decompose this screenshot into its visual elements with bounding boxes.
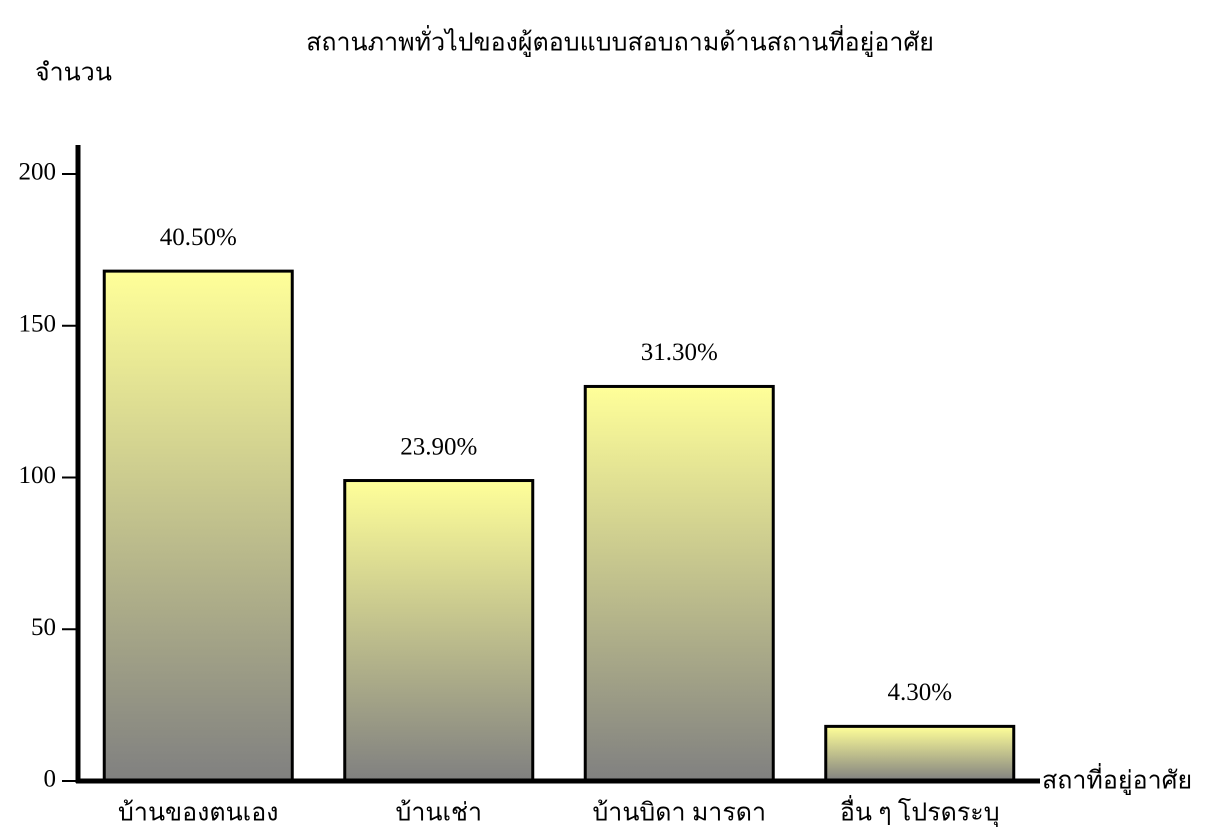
x-tick-label: อื่น ๆ โปรดระบุ: [840, 795, 1000, 828]
x-tick-label: บ้านบิดา มารดา: [592, 800, 766, 827]
y-tick-label: 200: [19, 159, 57, 186]
data-label: 4.30%: [887, 679, 952, 706]
bar: [102, 269, 294, 783]
bar: [583, 384, 775, 783]
y-tick-label: 50: [31, 614, 56, 641]
y-tick-label: 0: [44, 766, 57, 793]
y-axis-label: จำนวน: [35, 60, 112, 87]
bar: [824, 724, 1016, 783]
x-axis-label: สถาที่อยู่อาศัย: [1042, 763, 1192, 796]
y-tick-label: 100: [19, 462, 57, 489]
x-tick-label: บ้านเช่า: [395, 800, 482, 827]
bar: [343, 479, 535, 783]
chart-title: สถานภาพทั่วไปของผู้ตอบแบบสอบถามด้านสถานท…: [306, 25, 934, 58]
y-tick-label: 150: [19, 310, 57, 337]
data-label: 23.90%: [400, 433, 477, 460]
data-label: 40.50%: [160, 224, 237, 251]
x-tick-label: บ้านของตนเอง: [118, 800, 278, 827]
data-label: 31.30%: [641, 339, 718, 366]
